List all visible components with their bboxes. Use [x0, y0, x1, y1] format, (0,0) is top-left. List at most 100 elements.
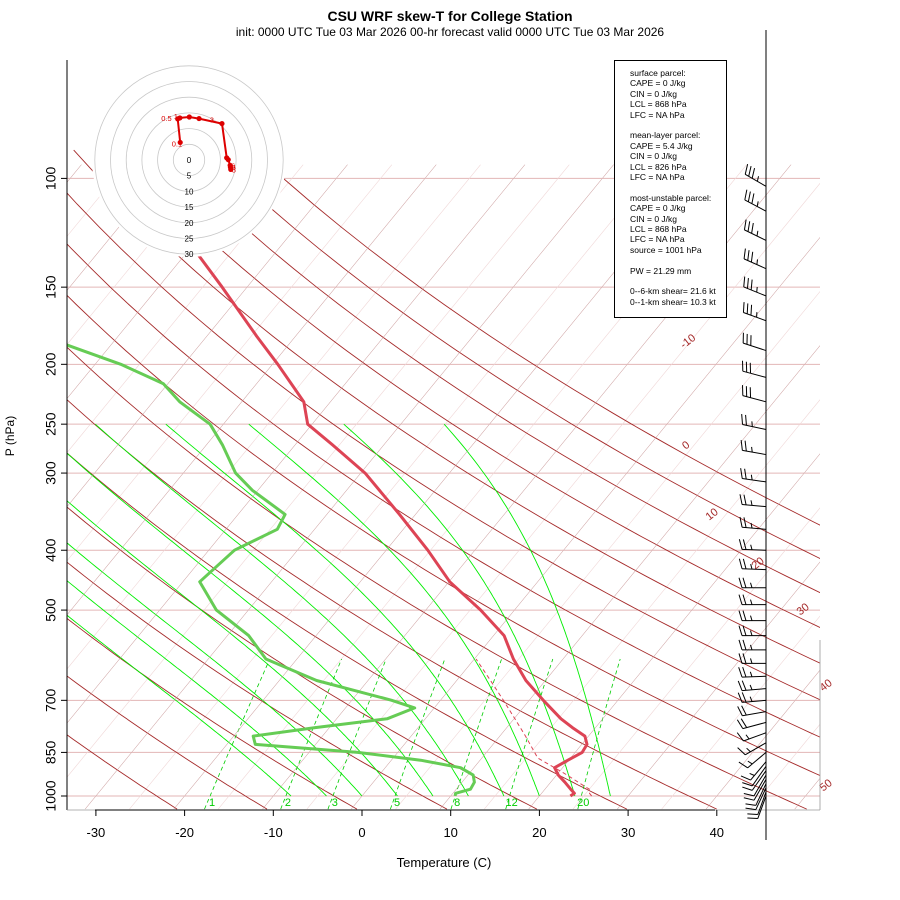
wind-barb: [742, 302, 767, 322]
wind-barb: [744, 189, 767, 212]
barb-feather: [751, 193, 755, 204]
barb-feather: [743, 494, 747, 505]
hodograph-ring: [141, 112, 237, 208]
temperature-tick-label: -30: [87, 825, 106, 840]
hodograph-point: [227, 162, 233, 168]
surface-cin: CIN = 0 J/kg: [630, 88, 678, 99]
barb-half-feather: [750, 599, 753, 605]
barb-feather: [751, 222, 754, 234]
barb-shaft: [755, 787, 767, 810]
grid-line: [883, 165, 900, 809]
hodograph-point: [177, 139, 183, 146]
pressure-tick-label: 1000: [43, 780, 59, 811]
chart-title: CSU WRF skew-T for College Station: [327, 8, 573, 24]
mixing-ratio-label: 5: [394, 797, 400, 809]
wind-barb: [742, 385, 767, 403]
dry-adiabat: [67, 506, 538, 810]
wind-barb: [743, 248, 767, 270]
barb-feather: [740, 468, 743, 479]
temperature-tick-label: 40: [710, 825, 724, 840]
grid-line: [67, 164, 171, 291]
hodograph-point-label: 3: [210, 116, 214, 125]
barb-feather: [742, 786, 753, 791]
barb-feather: [750, 304, 753, 316]
barb-feather: [741, 680, 747, 691]
wind-barb: [738, 610, 766, 622]
grid-line: [67, 164, 526, 724]
wind-barb: [738, 594, 766, 606]
temperature-tick-label: -20: [175, 825, 194, 840]
isotherm-label: 0: [680, 439, 692, 452]
isotherm-label: 20: [750, 555, 767, 572]
grid-line: [67, 164, 260, 400]
hodograph-point-label: 0.5: [161, 114, 171, 123]
precipitable-water: PW = 21.29 mm: [630, 265, 692, 276]
wind-barb: [740, 439, 767, 456]
pressure-tick-label: 700: [43, 688, 59, 712]
barb-feather: [739, 494, 743, 505]
grid-line: [705, 669, 820, 810]
barb-shaft: [743, 732, 767, 742]
barb-shaft: [747, 752, 767, 769]
wind-barb: [739, 516, 767, 530]
hodograph-ring-label: 0: [187, 156, 192, 165]
mixing-ratio-label: 3: [332, 797, 338, 809]
wind-barb: [741, 414, 767, 430]
wind-barb: [742, 332, 767, 352]
barb-feather: [744, 164, 749, 175]
hodograph-ring-label: 25: [185, 235, 194, 244]
wind-barb: [738, 577, 766, 589]
barb-feather: [742, 539, 747, 550]
hodograph-ring-label: 20: [185, 219, 194, 228]
temperature-tick-label: 30: [621, 825, 635, 840]
surface-parcel-title: surface parcel:: [630, 68, 686, 78]
dry-adiabat: [251, 149, 820, 526]
isotherm-label: -10: [678, 332, 698, 351]
barb-half-feather: [750, 500, 753, 506]
barb-feather: [738, 558, 743, 569]
wind-barb: [742, 765, 767, 787]
pressure-tick-label: 850: [43, 741, 59, 765]
wind-barb: [747, 795, 767, 820]
hodograph-ring: [94, 65, 284, 255]
barb-feather: [738, 539, 743, 550]
barb-shaft: [742, 526, 767, 530]
parcel-profile: [475, 658, 593, 797]
barb-shaft: [744, 742, 767, 756]
barb-half-feather: [756, 201, 759, 207]
barb-shaft: [755, 783, 767, 806]
wind-barb: [736, 718, 767, 730]
barb-feather: [740, 439, 743, 451]
barb-half-feather: [746, 747, 751, 753]
grid-line: [484, 399, 820, 810]
mean-layer-lcl: LCL = 826 hPa: [630, 161, 687, 172]
wind-barb: [736, 732, 767, 742]
grid-line: [839, 165, 900, 809]
hodograph-ring-label: 15: [185, 203, 194, 212]
wind-barb: [738, 653, 766, 664]
barb-feather: [742, 782, 753, 787]
most-unstable-parcel-title: most-unstable parcel:: [630, 192, 712, 203]
wind-barb: [744, 164, 767, 187]
barb-feather: [747, 250, 750, 261]
barb-feather: [741, 692, 747, 703]
hodograph-ring: [172, 143, 206, 177]
hodograph-ring: [110, 81, 268, 239]
barb-half-feather: [749, 772, 755, 776]
barb-feather: [740, 775, 751, 781]
dry-adiabat: [67, 561, 448, 810]
barb-shaft: [742, 478, 767, 483]
dry-adiabat: [67, 346, 807, 810]
chart-subtitle: init: 0000 UTC Tue 03 Mar 2026 00-hr for…: [235, 25, 665, 39]
isotherm-label: 10: [704, 506, 721, 523]
isotherm-label: 40: [818, 677, 835, 694]
barb-shaft: [742, 370, 767, 378]
wind-barb: [745, 783, 767, 806]
barb-feather: [742, 577, 747, 588]
barb-half-feather: [750, 522, 753, 529]
barb-feather: [742, 625, 747, 636]
barb-feather: [739, 516, 743, 528]
isotherm-line: [439, 345, 820, 810]
barb-feather: [742, 610, 747, 621]
